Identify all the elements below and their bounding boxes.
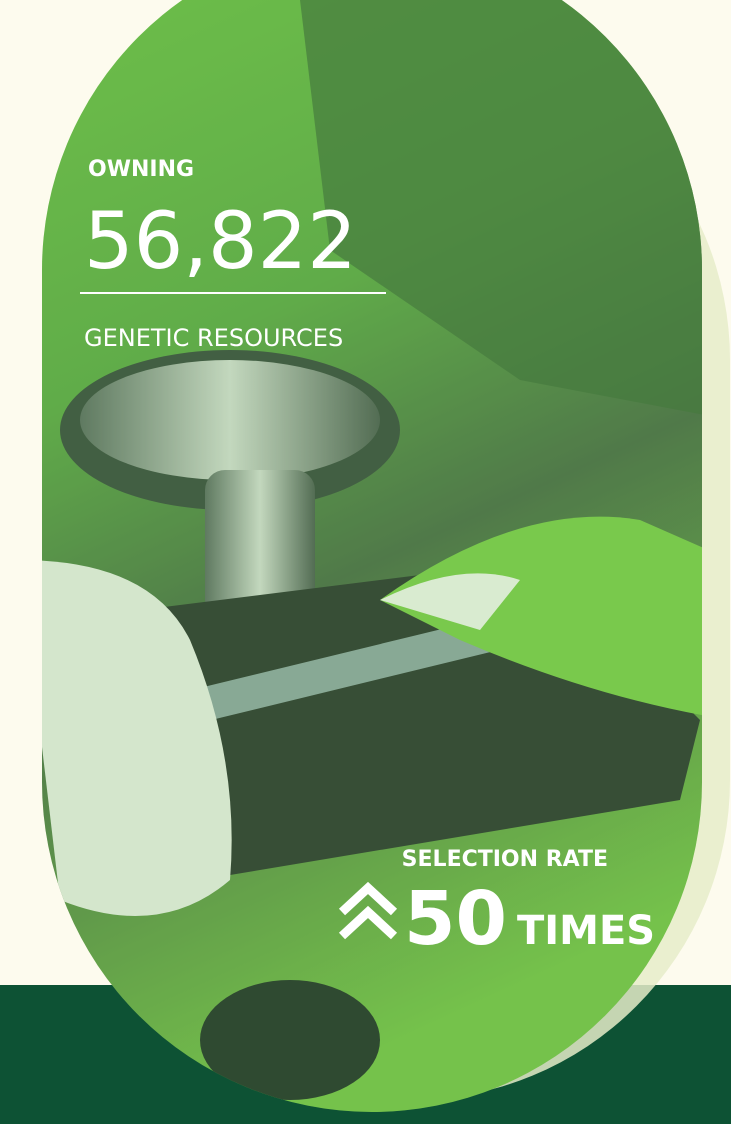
stat-caption: GENETIC RESOURCES [84,324,343,352]
stat-label: SELECTION RATE [402,847,608,872]
stat-value: 56,822 [84,197,357,287]
stat-unit: TIMES [517,908,655,954]
up-chevrons-icon [338,881,398,940]
stat-value: 50 [404,876,507,962]
stat-label: OWNING [88,157,194,182]
